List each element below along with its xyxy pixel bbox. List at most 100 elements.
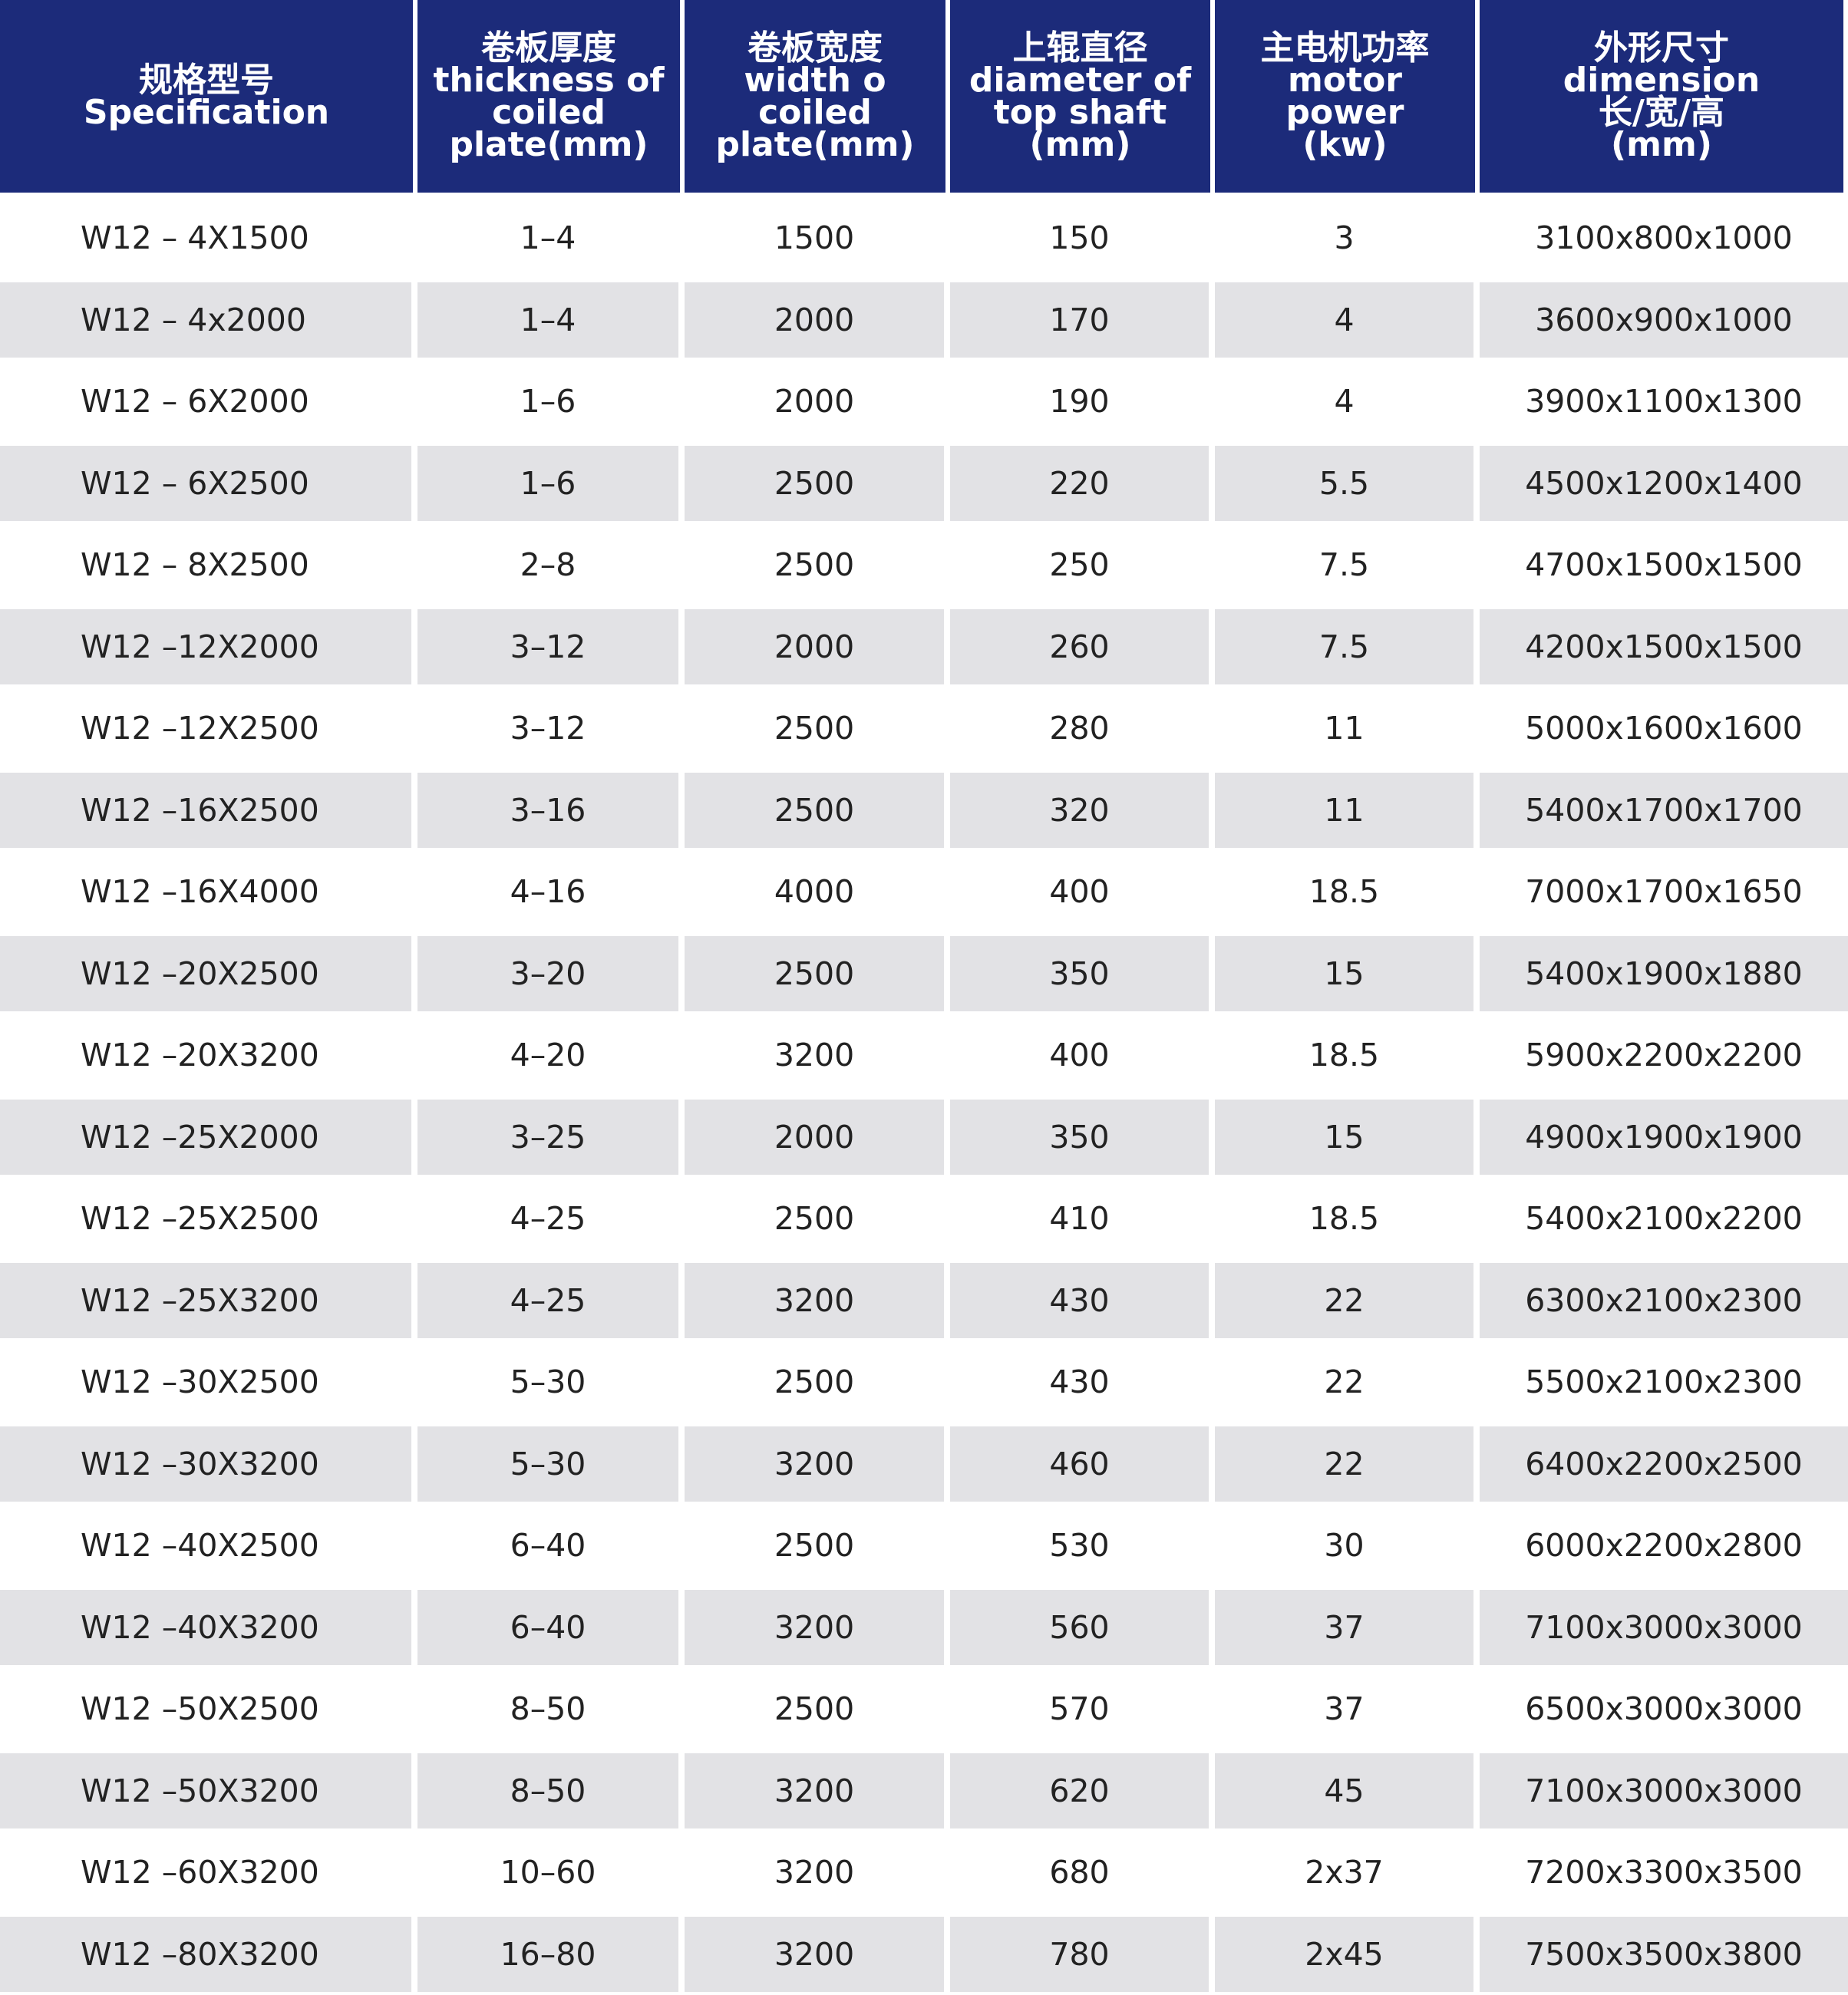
table-cell: 45 xyxy=(1215,1749,1480,1832)
header-line: 规格型号 xyxy=(139,60,274,100)
table-cell: 410 xyxy=(950,1178,1215,1260)
table-cell: 350 xyxy=(950,932,1215,1014)
table-cell: 6300x2100x2300 xyxy=(1480,1259,1848,1341)
header-line: diameter of xyxy=(969,60,1192,100)
header-cell: 主电机功率 motor power (kw) xyxy=(1215,0,1480,197)
table-cell: 2500 xyxy=(685,932,950,1014)
table-cell: 15 xyxy=(1215,932,1480,1014)
table-cell: 680 xyxy=(950,1832,1215,1914)
table-cell: 2000 xyxy=(685,279,950,361)
table-cell: 18.5 xyxy=(1215,1014,1480,1096)
table-cell: 7.5 xyxy=(1215,605,1480,688)
table-cell: W12 –12X2000 xyxy=(0,605,417,688)
table-cell: 1–6 xyxy=(417,361,685,443)
table-cell: 2500 xyxy=(685,688,950,770)
table-cell: 1–6 xyxy=(417,442,685,524)
table-cell: 5.5 xyxy=(1215,442,1480,524)
header-line: 卷板宽度 xyxy=(747,28,883,68)
table-cell: W12 –16X2500 xyxy=(0,769,417,851)
table-cell: 4200x1500x1500 xyxy=(1480,605,1848,688)
table-cell: 2x37 xyxy=(1215,1832,1480,1914)
table-cell: 2x45 xyxy=(1215,1913,1480,1995)
header-line: 卷板厚度 xyxy=(481,28,616,68)
table-cell: 530 xyxy=(950,1505,1215,1587)
table-cell: 4–25 xyxy=(417,1178,685,1260)
table-cell: 22 xyxy=(1215,1423,1480,1505)
table-cell: 3200 xyxy=(685,1423,950,1505)
table-cell: W12 –25X2500 xyxy=(0,1178,417,1260)
table-cell: 7500x3500x3800 xyxy=(1480,1913,1848,1995)
table-cell: W12 – 4x2000 xyxy=(0,279,417,361)
table-cell: 3 xyxy=(1215,197,1480,279)
table-cell: 5400x1700x1700 xyxy=(1480,769,1848,851)
table-cell: W12 –12X2500 xyxy=(0,688,417,770)
table-cell: 18.5 xyxy=(1215,851,1480,933)
table-cell: W12 –80X3200 xyxy=(0,1913,417,1995)
table-cell: 3–12 xyxy=(417,688,685,770)
table-cell: 3–12 xyxy=(417,605,685,688)
table-cell: 16–80 xyxy=(417,1913,685,1995)
table-cell: 3–16 xyxy=(417,769,685,851)
header-line: (mm) xyxy=(1611,124,1712,164)
table-cell: 260 xyxy=(950,605,1215,688)
header-line: plate(mm) xyxy=(715,124,915,164)
header-line: plate(mm) xyxy=(449,124,648,164)
header-cell: 卷板宽度 width o coiled plate(mm) xyxy=(685,0,950,197)
table-cell: 4500x1200x1400 xyxy=(1480,442,1848,524)
table-cell: W12 –50X3200 xyxy=(0,1749,417,1832)
table-cell: 460 xyxy=(950,1423,1215,1505)
table-cell: 6500x3000x3000 xyxy=(1480,1668,1848,1750)
table-cell: 3200 xyxy=(685,1586,950,1668)
table-cell: 2000 xyxy=(685,1096,950,1178)
table-cell: W12 – 6X2000 xyxy=(0,361,417,443)
header-cell: 规格型号 Specification xyxy=(0,0,417,197)
table-cell: 350 xyxy=(950,1096,1215,1178)
table-cell: 3200 xyxy=(685,1832,950,1914)
table-cell: 3–25 xyxy=(417,1096,685,1178)
table-cell: 4–16 xyxy=(417,851,685,933)
table-cell: 400 xyxy=(950,851,1215,933)
table-cell: 3200 xyxy=(685,1259,950,1341)
table-cell: 4 xyxy=(1215,361,1480,443)
table-cell: 7000x1700x1650 xyxy=(1480,851,1848,933)
header-line: (kw) xyxy=(1302,124,1388,164)
table-cell: 1500 xyxy=(685,197,950,279)
table-cell: W12 – 6X2500 xyxy=(0,442,417,524)
header-line: coiled xyxy=(492,92,606,132)
table-cell: 8–50 xyxy=(417,1749,685,1832)
table-cell: 320 xyxy=(950,769,1215,851)
table-cell: 10–60 xyxy=(417,1832,685,1914)
table-cell: W12 –20X2500 xyxy=(0,932,417,1014)
table-cell: 220 xyxy=(950,442,1215,524)
table-cell: 4 xyxy=(1215,279,1480,361)
header-line: motor xyxy=(1287,60,1403,100)
table-cell: 2500 xyxy=(685,524,950,606)
table-cell: 30 xyxy=(1215,1505,1480,1587)
table-cell: 5900x2200x2200 xyxy=(1480,1014,1848,1096)
table-cell: 11 xyxy=(1215,688,1480,770)
table-cell: 6400x2200x2500 xyxy=(1480,1423,1848,1505)
table-cell: 1–4 xyxy=(417,279,685,361)
header-cell: 卷板厚度 thickness of coiled plate(mm) xyxy=(417,0,685,197)
table-cell: W12 –30X3200 xyxy=(0,1423,417,1505)
table-cell: 190 xyxy=(950,361,1215,443)
table-cell: 3600x900x1000 xyxy=(1480,279,1848,361)
header-line: power xyxy=(1285,92,1404,132)
table-cell: 37 xyxy=(1215,1586,1480,1668)
table-cell: 6–40 xyxy=(417,1586,685,1668)
table-cell: 400 xyxy=(950,1014,1215,1096)
header-line: 外形尺寸 xyxy=(1594,28,1729,68)
table-cell: W12 –40X2500 xyxy=(0,1505,417,1587)
table-cell: 620 xyxy=(950,1749,1215,1832)
header-line: coiled xyxy=(758,92,872,132)
header-line: (mm) xyxy=(1029,124,1131,164)
header-line: 上辊直径 xyxy=(1012,28,1148,68)
table-cell: 4–20 xyxy=(417,1014,685,1096)
table-cell: 11 xyxy=(1215,769,1480,851)
table-cell: 1–4 xyxy=(417,197,685,279)
table-cell: 430 xyxy=(950,1259,1215,1341)
table-cell: 18.5 xyxy=(1215,1178,1480,1260)
table-cell: 4–25 xyxy=(417,1259,685,1341)
table-cell: 15 xyxy=(1215,1096,1480,1178)
